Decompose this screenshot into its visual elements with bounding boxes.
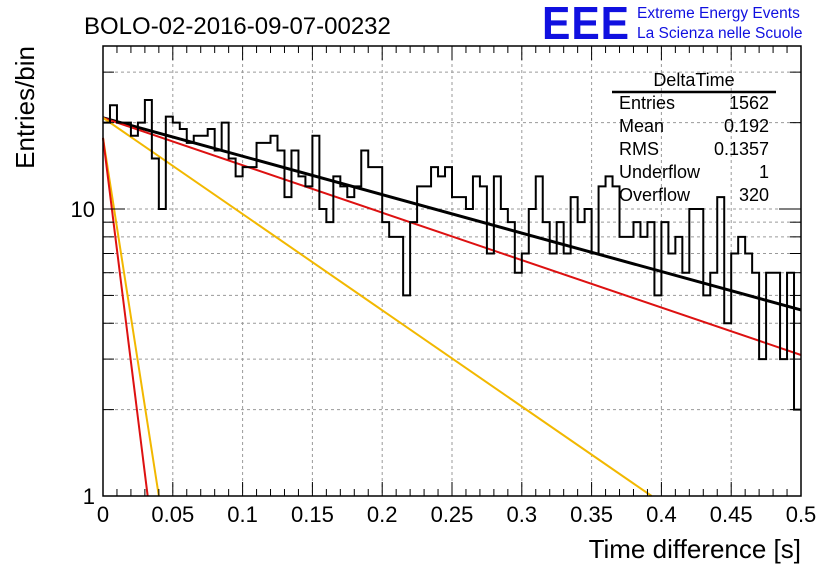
chart-title: BOLO-02-2016-09-07-00232	[84, 13, 391, 40]
x-tick-label: 0.35	[570, 502, 613, 527]
x-tick-label: 0.45	[710, 502, 753, 527]
stats-value: 0.1357	[714, 139, 769, 159]
stats-rows: Entries 1562 Mean 0.192 RMS 0.1357 Underflow 1 O…	[619, 93, 769, 205]
stats-box: DeltaTime Entries 1562 Mean 0.192 RMS 0.1357 U…	[612, 70, 776, 205]
fit-line-5	[103, 138, 148, 496]
x-axis-title: Time difference [s]	[589, 534, 801, 564]
stats-value: 1562	[729, 93, 769, 113]
stats-value: 320	[739, 185, 769, 205]
stats-label: RMS	[619, 139, 659, 159]
y-axis-title: Entries/bin	[10, 46, 40, 169]
eee-logo: EEE Extreme Energy Events La Scienza nel…	[542, 0, 802, 49]
x-tick-labels: 0 0.05 0.1 0.15 0.2 0.25 0.3 0.35 0.4 0.45 0.5	[97, 502, 816, 527]
eee-logo-line2: La Scienza nelle Scuole	[637, 25, 802, 42]
y-tick-labels: 1 10	[71, 197, 95, 509]
stats-value: 0.192	[724, 116, 769, 136]
x-tick-label: 0.05	[151, 502, 194, 527]
x-tick-label: 0	[97, 502, 109, 527]
fit-line-3	[103, 118, 652, 496]
x-tick-label: 0.2	[367, 502, 398, 527]
y-tick-label: 10	[71, 197, 95, 222]
stats-label: Underflow	[619, 162, 701, 182]
stats-value: 1	[759, 162, 769, 182]
x-tick-label: 0.3	[507, 502, 538, 527]
stats-label: Mean	[619, 116, 664, 136]
x-tick-label: 0.5	[786, 502, 817, 527]
stats-title: DeltaTime	[653, 70, 734, 90]
stats-label: Entries	[619, 93, 675, 113]
fit-line-4	[103, 138, 159, 496]
grid	[103, 46, 801, 496]
x-tick-label: 0.25	[431, 502, 474, 527]
y-tick-label: 1	[83, 484, 95, 509]
x-tick-label: 0.15	[291, 502, 334, 527]
x-tick-label: 0.1	[227, 502, 258, 527]
x-tick-label: 0.4	[646, 502, 677, 527]
stats-label: Overflow	[619, 185, 691, 205]
eee-logo-mark: EEE	[542, 0, 630, 49]
chart: BOLO-02-2016-09-07-00232 EEE Extreme Ene…	[0, 0, 836, 572]
eee-logo-line1: Extreme Energy Events	[637, 5, 800, 22]
